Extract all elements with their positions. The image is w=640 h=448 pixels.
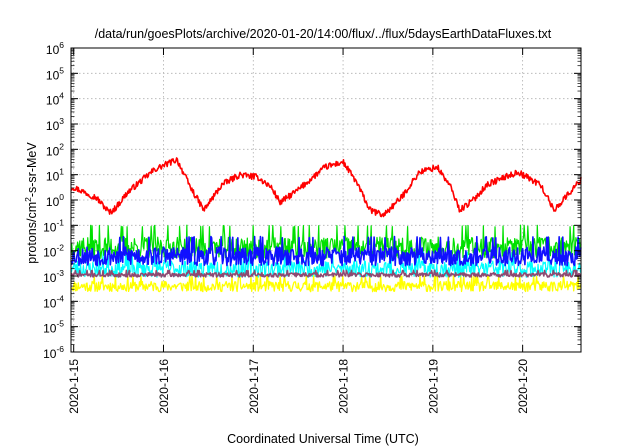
x-axis-label: Coordinated Universal Time (UTC) xyxy=(227,432,419,446)
y-tick-label: 10-2 xyxy=(43,243,64,260)
x-tick-label: 2020-1-20 xyxy=(516,359,530,414)
y-tick-label: 100 xyxy=(46,192,64,209)
series-group xyxy=(70,157,582,293)
y-tick-label: 103 xyxy=(46,116,64,133)
y-tick-labels: 10-6 10-5 10-4 10-3 10-2 10-1 100 101 102 103 104 1… xyxy=(43,40,64,361)
y-tick-label: 101 xyxy=(46,167,64,184)
grid xyxy=(71,48,581,352)
x-tick-label: 2020-1-19 xyxy=(426,359,440,414)
y-tick-label: 102 xyxy=(46,141,64,158)
series-line xyxy=(70,269,582,278)
y-tick-label: 105 xyxy=(46,65,64,82)
x-tick-label: 2020-1-15 xyxy=(67,359,81,414)
y-tick-label: 10-3 xyxy=(43,268,64,285)
y-tick-label: 10-6 xyxy=(43,344,64,361)
y-tick-label: 106 xyxy=(46,40,64,57)
x-tick-label: 2020-1-18 xyxy=(337,359,351,414)
series-line xyxy=(70,157,582,218)
y-tick-label: 10-5 xyxy=(43,319,64,336)
y-tick-label: 10-4 xyxy=(43,293,64,310)
tick-marks xyxy=(71,47,581,353)
y-tick-label: 104 xyxy=(46,91,64,108)
series-line xyxy=(70,235,582,267)
x-tick-labels: 2020-1-15 2020-1-16 2020-1-17 2020-1-18 2020… xyxy=(67,359,530,414)
x-tick-label: 2020-1-17 xyxy=(247,359,261,414)
chart-title: /data/run/goesPlots/archive/2020-01-20/1… xyxy=(95,27,552,41)
y-axis-label: protons/cm2-s-sr-MeV xyxy=(23,142,39,264)
y-tick-label: 10-1 xyxy=(43,217,64,234)
series-line xyxy=(70,274,582,293)
x-tick-label: 2020-1-16 xyxy=(157,359,171,414)
series-line xyxy=(70,250,582,278)
